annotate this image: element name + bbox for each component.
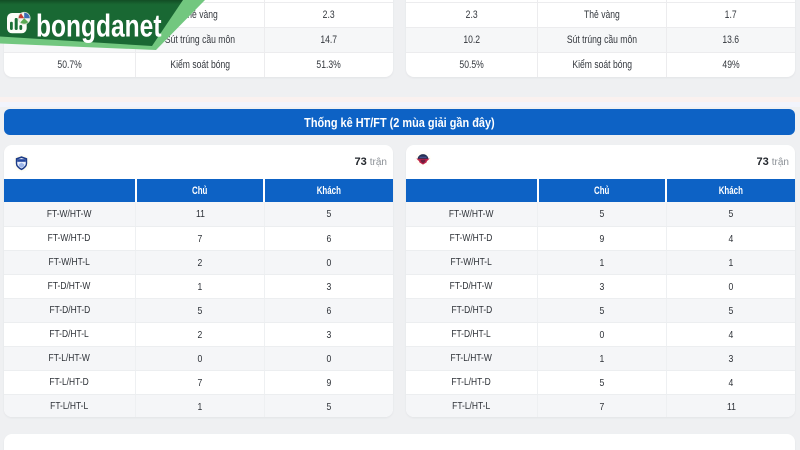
svg-text:bongdanet: bongdanet bbox=[36, 7, 162, 43]
